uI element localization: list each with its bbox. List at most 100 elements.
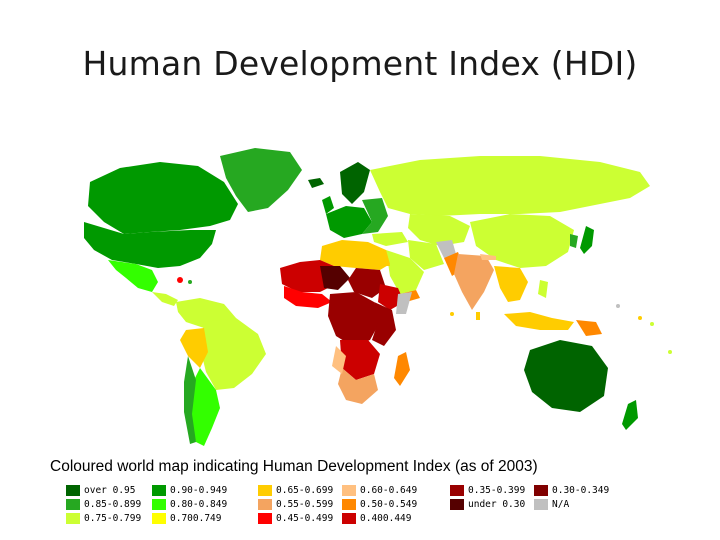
legend-label: 0.700.749: [170, 512, 222, 524]
region-iran: [408, 240, 444, 270]
legend-swatch: [258, 512, 272, 524]
region-central-america: [152, 292, 178, 306]
map-caption: Coloured world map indicating Human Deve…: [50, 458, 538, 475]
region-brazil: [200, 318, 266, 390]
region-western-europe: [326, 206, 372, 238]
legend-label: 0.65-0.699: [276, 484, 334, 496]
region-japan: [580, 226, 594, 254]
region-somalia: [396, 292, 412, 314]
region-island-5: [616, 304, 620, 308]
region-argentina: [188, 368, 220, 446]
region-china: [470, 214, 574, 268]
region-bolivia: [180, 328, 208, 368]
region-island-3: [650, 322, 654, 326]
legend-item: 0.85-0.899: [66, 497, 141, 511]
legend-item: 0.35-0.399: [450, 483, 525, 497]
region-papua: [576, 320, 602, 336]
legend-swatch: [152, 512, 166, 524]
legend-item: 0.700.749: [152, 511, 221, 525]
region-east-africa: [372, 302, 396, 346]
legend-swatch: [342, 484, 356, 496]
legend-item: 0.30-0.349: [534, 483, 609, 497]
legend-swatch: [66, 512, 80, 524]
legend-item: 0.60-0.649: [342, 483, 417, 497]
legend-swatch: [534, 484, 548, 496]
region-egypt: [370, 250, 390, 266]
region-india: [454, 254, 494, 310]
map-legend: over 0.95 0.85-0.899 0.75-0.799 0.90-0.9…: [66, 483, 626, 531]
legend-item: 0.65-0.699: [258, 483, 333, 497]
region-sudan: [348, 268, 386, 298]
region-island-1: [450, 312, 454, 316]
legend-label: N/A: [552, 498, 570, 510]
region-namibia: [332, 346, 346, 374]
region-island-2: [638, 316, 642, 320]
region-canada: [88, 162, 238, 234]
legend-swatch: [342, 512, 356, 524]
region-south-africa: [338, 368, 378, 404]
legend-item: 0.50-0.549: [342, 497, 417, 511]
legend-label: 0.400.449: [360, 512, 412, 524]
legend-swatch: [258, 484, 272, 496]
legend-swatch: [450, 484, 464, 496]
region-uk: [322, 196, 334, 214]
region-sahel-central: [320, 266, 350, 290]
region-iceland: [308, 178, 324, 188]
legend-item: 0.75-0.799: [66, 511, 141, 525]
world-map: [40, 142, 688, 454]
region-caribbean-2: [188, 280, 192, 284]
region-central-asia: [408, 214, 470, 246]
legend-label: 0.50-0.549: [360, 498, 418, 510]
legend-item: 0.55-0.599: [258, 497, 333, 511]
legend-label: 0.85-0.899: [84, 498, 142, 510]
region-nepal: [480, 254, 496, 260]
legend-item: 0.90-0.949: [152, 483, 227, 497]
legend-swatch: [66, 484, 80, 496]
legend-swatch: [152, 484, 166, 496]
legend-label: 0.90-0.949: [170, 484, 228, 496]
region-indonesia: [504, 312, 574, 330]
region-turkey: [372, 232, 408, 246]
region-scandinavia: [340, 162, 370, 204]
legend-swatch: [152, 498, 166, 510]
region-eastern-europe: [362, 198, 388, 234]
legend-swatch: [66, 498, 80, 510]
legend-item: 0.45-0.499: [258, 511, 333, 525]
region-caribbean-1: [177, 277, 183, 283]
legend-label: 0.45-0.499: [276, 512, 334, 524]
region-russia: [370, 156, 650, 216]
legend-label: 0.55-0.599: [276, 498, 334, 510]
region-korea: [570, 234, 578, 248]
legend-swatch: [534, 498, 548, 510]
region-island-4: [668, 350, 672, 354]
region-usa: [84, 222, 216, 268]
legend-label: over 0.95: [84, 484, 136, 496]
region-australia: [524, 340, 608, 412]
legend-label: 0.60-0.649: [360, 484, 418, 496]
region-sri-lanka: [476, 312, 480, 320]
world-map-svg: [84, 148, 672, 446]
region-madagascar: [394, 352, 410, 386]
legend-swatch: [450, 498, 464, 510]
legend-label: under 0.30: [468, 498, 526, 510]
legend-label: 0.30-0.349: [552, 484, 610, 496]
legend-label: 0.80-0.849: [170, 498, 228, 510]
region-philippines: [538, 280, 548, 298]
legend-item: under 0.30: [450, 497, 525, 511]
legend-item: 0.400.449: [342, 511, 411, 525]
legend-label: 0.75-0.799: [84, 512, 142, 524]
region-central-africa: [328, 292, 380, 346]
region-greenland: [220, 148, 302, 212]
legend-swatch: [258, 498, 272, 510]
region-mexico: [108, 260, 158, 292]
legend-label: 0.35-0.399: [468, 484, 526, 496]
legend-swatch: [342, 498, 356, 510]
region-north-africa: [320, 240, 390, 270]
region-se-asia: [494, 266, 528, 302]
legend-item: over 0.95: [66, 483, 135, 497]
page-title: Human Development Index (HDI): [82, 44, 638, 83]
region-afghanistan: [436, 240, 456, 258]
region-chile: [184, 356, 196, 444]
legend-item: N/A: [534, 497, 569, 511]
region-west-africa-coast: [284, 286, 332, 308]
